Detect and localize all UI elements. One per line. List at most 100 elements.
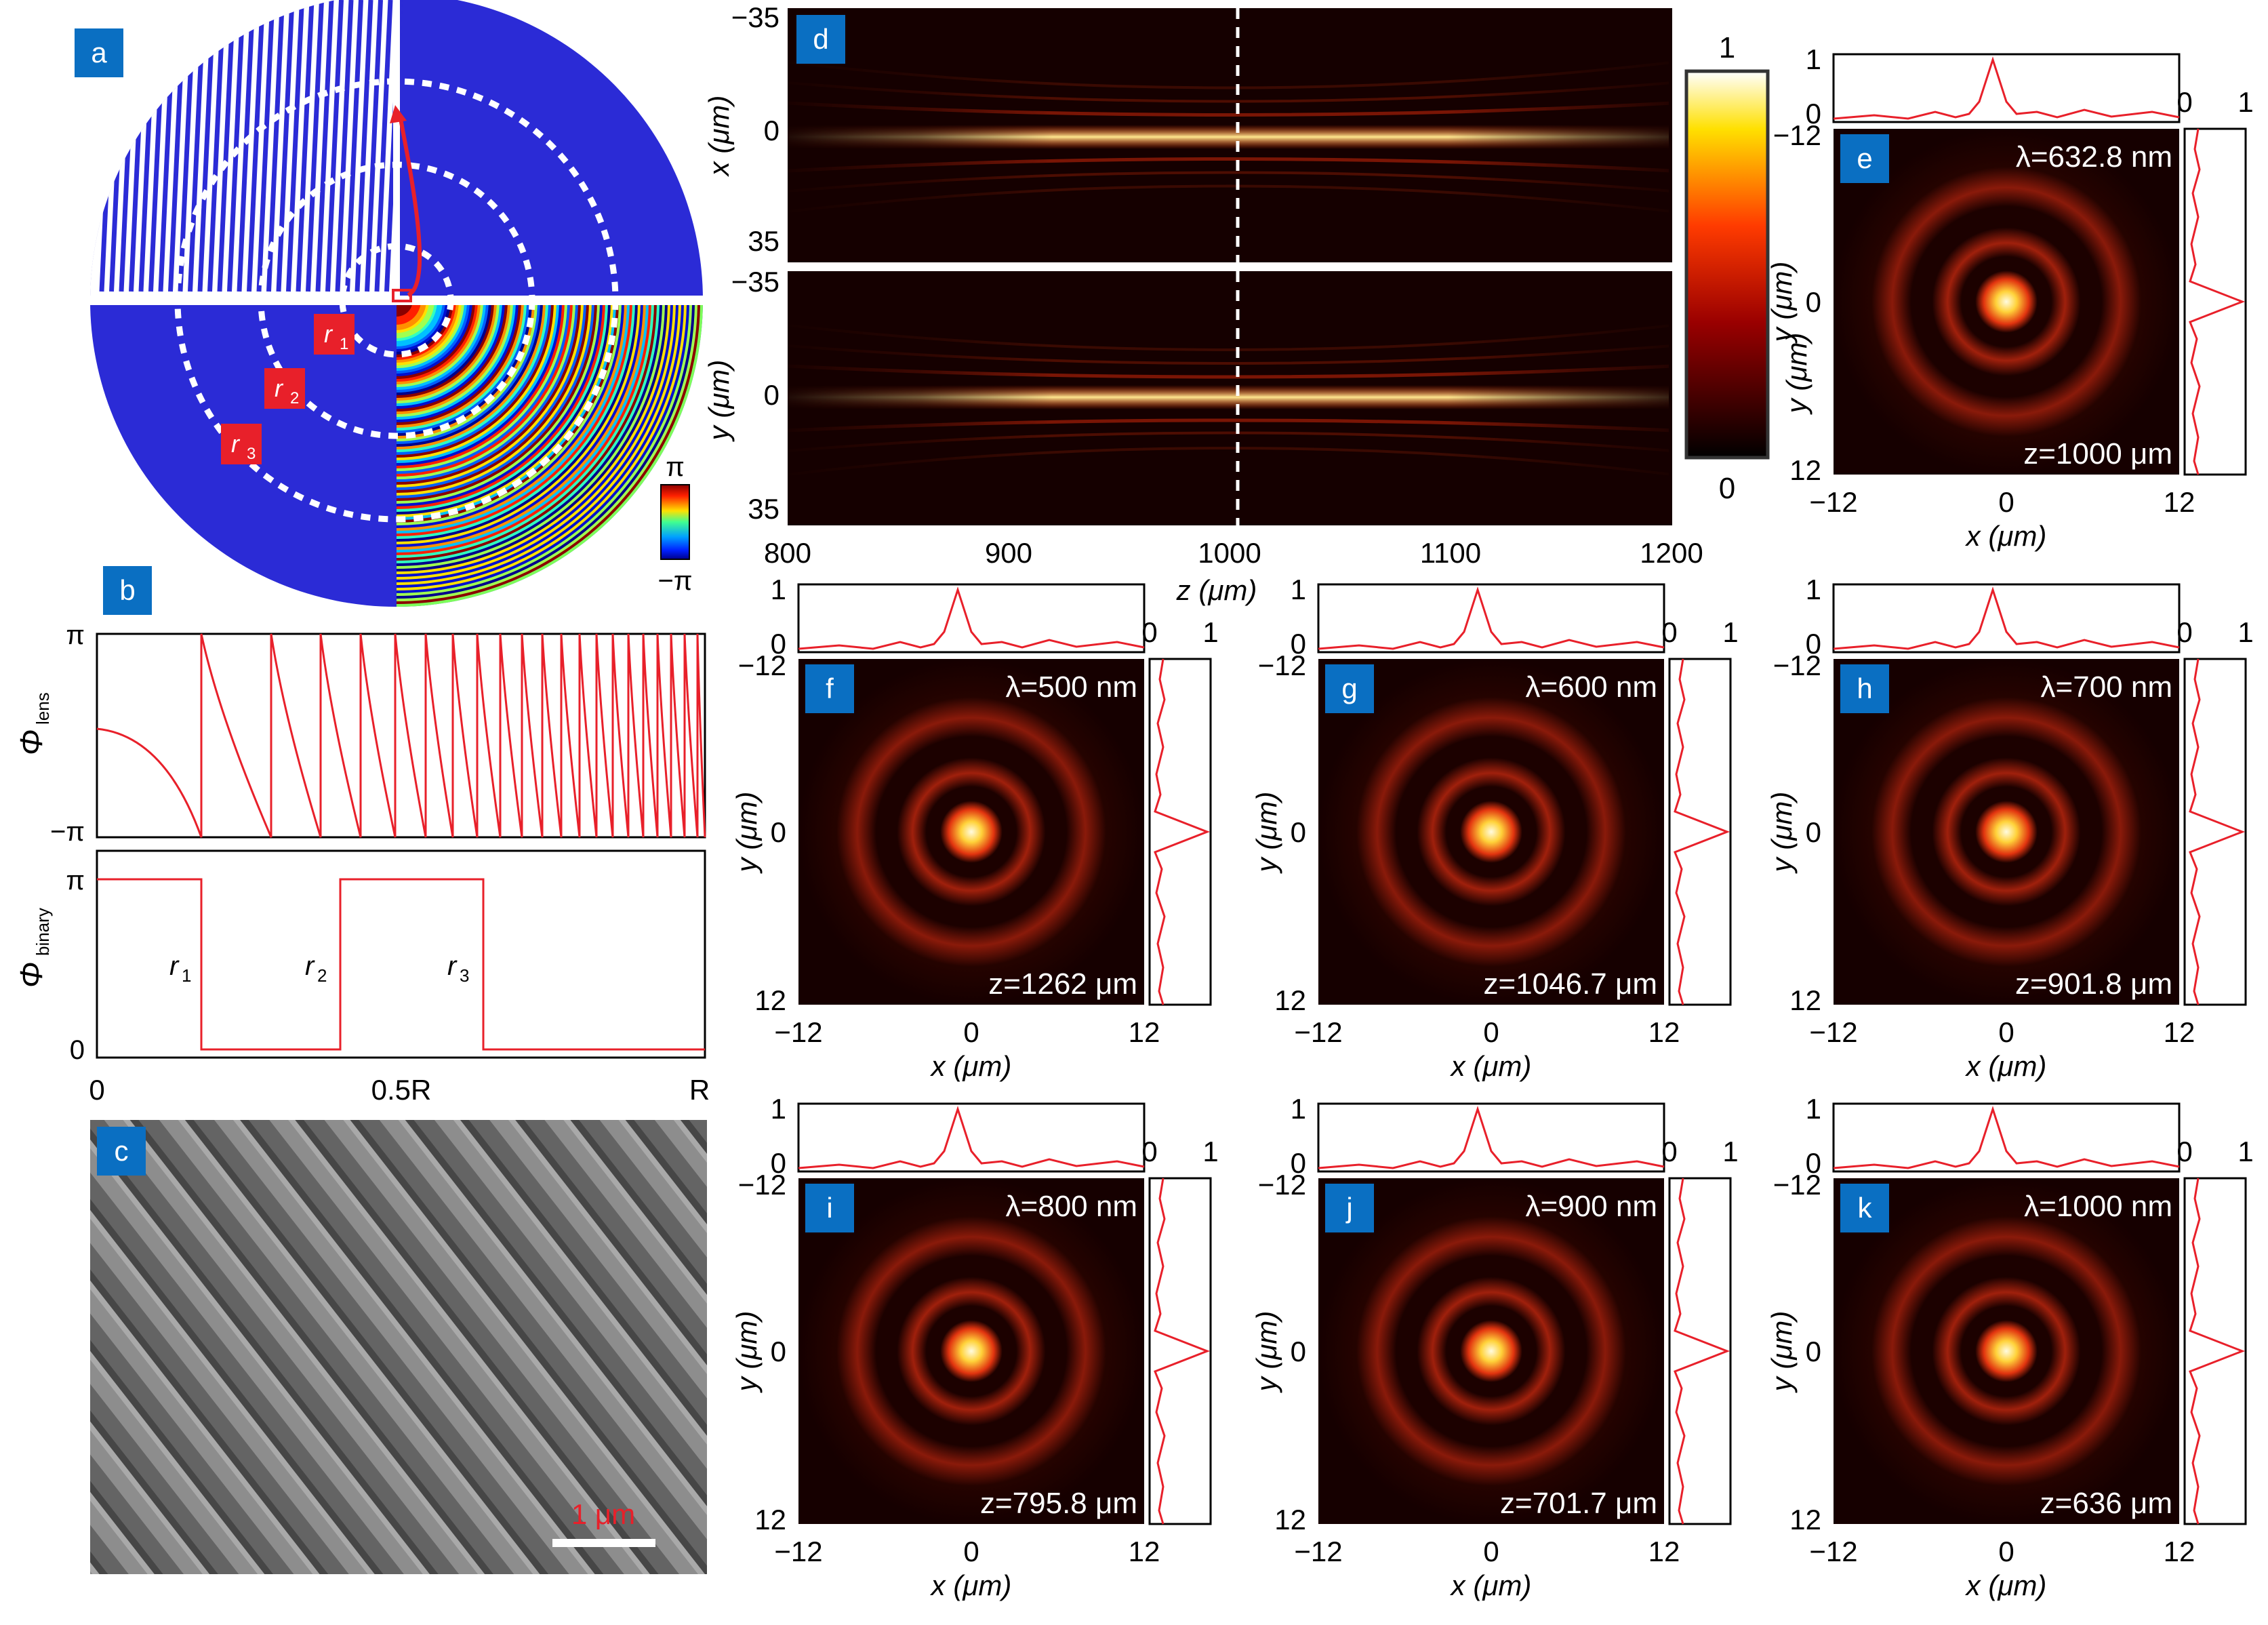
profile-x: 10 [1806, 1093, 2181, 1179]
svg-text:0: 0 [1806, 286, 1821, 318]
phase-colorbar: π −π [658, 452, 693, 596]
svg-text:−12: −12 [1294, 1016, 1342, 1048]
badge-h: h [1840, 664, 1889, 713]
svg-text:1200: 1200 [1640, 537, 1703, 569]
svg-text:3: 3 [247, 445, 256, 463]
svg-text:−12: −12 [774, 1536, 822, 1567]
svg-text:900: 900 [985, 537, 1032, 569]
svg-text:−35: −35 [731, 1, 779, 33]
zoom-arrow [398, 115, 422, 297]
svg-text:12: 12 [2164, 486, 2195, 518]
y-axis-label: y (μm) [731, 792, 763, 875]
distance-label: z=901.8 μm [2015, 967, 2172, 1001]
profile-x: 10 [1806, 574, 2181, 660]
svg-text:0: 0 [1806, 1336, 1821, 1367]
svg-text:−12: −12 [1809, 1536, 1857, 1567]
y-axis-label: y (μm) [1251, 1311, 1282, 1394]
svg-text:−12: −12 [1294, 1536, 1342, 1567]
svg-text:0: 0 [963, 1016, 979, 1048]
spot-image: g λ=600 nm z=1046.7 μm −12 0 12 y (μm) −12 0 12 x … [1251, 649, 1680, 1082]
svg-text:35: 35 [748, 493, 779, 525]
x-axis-label: x (μm) [1965, 520, 2047, 552]
svg-text:k: k [1858, 1192, 1873, 1224]
svg-text:0: 0 [89, 1074, 104, 1106]
svg-text:e: e [1857, 142, 1872, 174]
svg-text:1: 1 [1202, 616, 1218, 648]
svg-text:0: 0 [771, 1336, 786, 1367]
beam-xz [787, 8, 1673, 262]
y-axis-label: y (μm) [1766, 792, 1798, 875]
svg-text:0: 0 [1719, 472, 1735, 505]
svg-text:z (μm): z (μm) [1176, 574, 1257, 606]
svg-text:0: 0 [1806, 816, 1821, 848]
spot-image: k λ=1000 nm z=636 μm −12 0 12 y (μm) −12 0 12 x (μ… [1766, 1169, 2195, 1601]
svg-text:12: 12 [1274, 984, 1306, 1016]
svg-text:0: 0 [1998, 1536, 2014, 1567]
svg-text:f: f [826, 673, 834, 704]
svg-text:lens: lens [33, 692, 53, 725]
x-axis-label: x (μm) [1450, 1569, 1532, 1601]
svg-text:d: d [813, 23, 828, 55]
svg-text:1100: 1100 [1420, 537, 1481, 569]
svg-text:1: 1 [1806, 574, 1821, 605]
distance-label: z=1262 μm [988, 967, 1137, 1001]
svg-text:12: 12 [2164, 1016, 2195, 1048]
svg-text:0: 0 [771, 1147, 786, 1179]
profile-x: 10 [771, 574, 1146, 660]
svg-text:1000: 1000 [1198, 537, 1261, 569]
svg-text:π: π [66, 866, 85, 896]
svg-text:12: 12 [2164, 1536, 2195, 1567]
badge-d: d [796, 15, 845, 64]
svg-text:−12: −12 [1258, 649, 1306, 681]
svg-text:−12: −12 [1773, 649, 1821, 681]
svg-text:1: 1 [1806, 43, 1821, 75]
svg-text:b: b [119, 574, 135, 606]
badge-b: b [103, 566, 152, 615]
svg-text:j: j [1345, 1192, 1352, 1224]
wavelength-label: λ=900 nm [1526, 1190, 1657, 1223]
wavelength-label: λ=632.8 nm [2016, 140, 2172, 174]
svg-text:1: 1 [1719, 31, 1735, 64]
svg-text:binary: binary [33, 908, 53, 956]
sem-image [90, 1120, 707, 1574]
distance-label: z=701.7 μm [1500, 1487, 1657, 1520]
intensity-colorbar: 1 0 y (μm) [1684, 31, 1813, 505]
svg-text:0: 0 [1291, 1336, 1306, 1367]
svg-text:0: 0 [1483, 1536, 1499, 1567]
badge-g: g [1325, 664, 1374, 713]
y-axis-label: y (μm) [731, 1311, 763, 1394]
svg-text:0: 0 [764, 379, 779, 411]
svg-text:1: 1 [2237, 616, 2253, 648]
distance-label: z=1000 μm [2023, 437, 2172, 470]
svg-text:r: r [324, 320, 333, 348]
x-axis-label: x (μm) [930, 1569, 1012, 1601]
profile-x: 10 [771, 1093, 1146, 1179]
svg-text:−12: −12 [1773, 119, 1821, 151]
svg-text:12: 12 [1789, 1504, 1821, 1536]
svg-text:−12: −12 [1773, 1169, 1821, 1201]
svg-text:1: 1 [1291, 1093, 1306, 1125]
lens-ylabel: Φ lens [14, 692, 53, 755]
svg-text:r: r [275, 374, 284, 402]
svg-text:0: 0 [1661, 1136, 1677, 1167]
scale-bar [552, 1539, 655, 1547]
svg-text:0: 0 [1483, 1016, 1499, 1048]
svg-text:c: c [115, 1135, 129, 1167]
svg-text:r: r [231, 430, 241, 458]
svg-text:12: 12 [1274, 1504, 1306, 1536]
wavelength-label: λ=1000 nm [2024, 1190, 2172, 1223]
svg-text:0.5R: 0.5R [371, 1074, 432, 1106]
svg-text:1: 1 [771, 574, 786, 605]
